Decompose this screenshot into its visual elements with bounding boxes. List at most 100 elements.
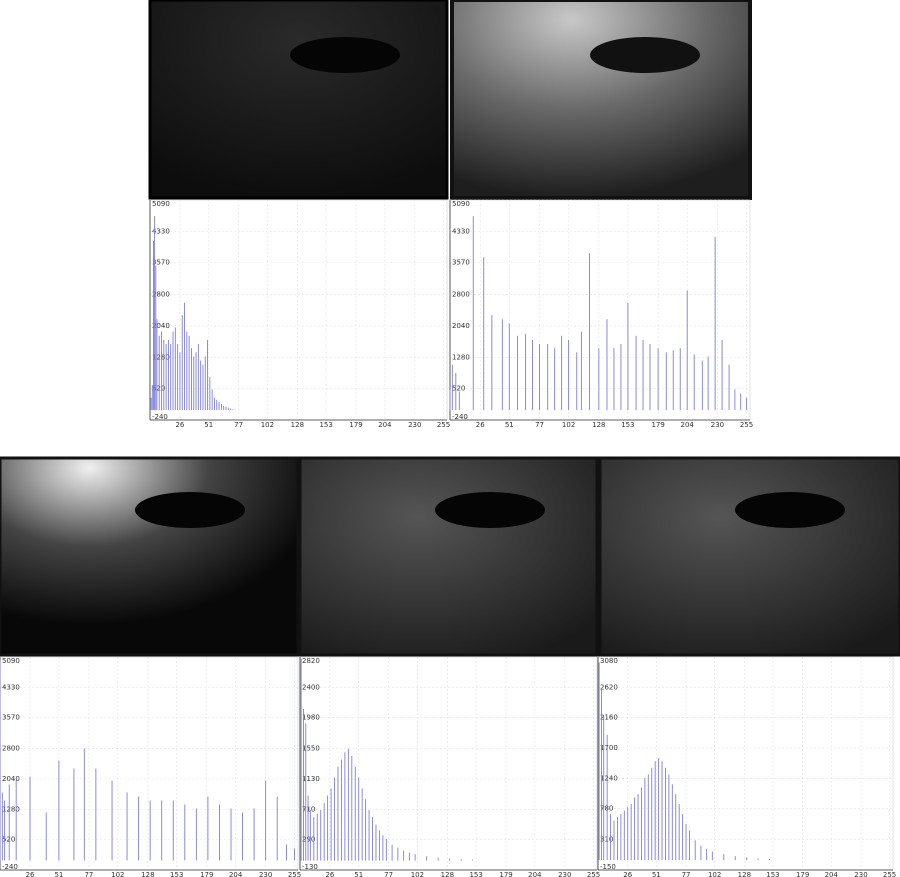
y-tick-label: 1240 <box>600 774 618 782</box>
y-tick-label: 5090 <box>2 657 20 665</box>
x-tick-label: 204 <box>378 421 392 429</box>
plot-area <box>449 199 751 421</box>
y-tick-label: 2800 <box>152 291 170 299</box>
x-tick-label: 26 <box>476 421 485 429</box>
y-tick-label: 4330 <box>452 227 470 235</box>
x-tick-label: 153 <box>621 421 634 429</box>
x-tick-label: 77 <box>535 421 544 429</box>
x-tick-label: 204 <box>681 421 695 429</box>
x-tick-label: 51 <box>54 871 63 877</box>
x-tick-label: 179 <box>200 871 213 877</box>
x-tick-label: 230 <box>558 871 571 877</box>
x-tick-label: 179 <box>349 421 362 429</box>
x-tick-label: 230 <box>711 421 724 429</box>
y-tick-label: 1550 <box>302 745 320 753</box>
y-tick-label: 1280 <box>452 353 470 361</box>
x-tick-label: 128 <box>738 871 751 877</box>
x-tick-label: 255 <box>587 871 600 877</box>
y-tick-label: -240 <box>2 863 18 871</box>
x-tick-label: 51 <box>652 871 661 877</box>
y-tick-label: 2820 <box>302 657 320 665</box>
x-tick-label: 102 <box>562 421 575 429</box>
x-tick-label: 102 <box>261 421 274 429</box>
y-tick-label: 520 <box>152 385 165 393</box>
x-tick-label: 128 <box>141 871 154 877</box>
x-tick-label: 153 <box>319 421 332 429</box>
x-tick-label: 153 <box>170 871 183 877</box>
x-tick-label: 26 <box>175 421 184 429</box>
y-tick-label: 2040 <box>152 322 170 330</box>
y-tick-label: -150 <box>600 863 616 871</box>
x-tick-label: 26 <box>325 871 334 877</box>
x-tick-label: 230 <box>854 871 867 877</box>
y-tick-label: 5090 <box>452 200 470 208</box>
x-tick-label: 179 <box>796 871 809 877</box>
photo-equalized <box>450 0 752 200</box>
photo-clahe-a <box>298 456 599 657</box>
y-tick-label: 520 <box>452 385 465 393</box>
y-tick-label: 3570 <box>2 714 20 722</box>
x-tick-label: 51 <box>354 871 363 877</box>
y-tick-label: 5090 <box>152 200 170 208</box>
x-tick-label: 179 <box>651 421 664 429</box>
plot-area <box>0 656 299 871</box>
fish-silhouettes <box>135 37 845 528</box>
y-tick-label: 2160 <box>600 714 618 722</box>
y-tick-label: 2800 <box>452 291 470 299</box>
y-tick-label: 2040 <box>452 322 470 330</box>
y-tick-label: 520 <box>2 836 15 844</box>
photo-bright <box>0 456 300 657</box>
y-tick-label: 780 <box>600 805 613 813</box>
x-tick-label: 77 <box>84 871 93 877</box>
y-tick-label: -240 <box>152 413 168 421</box>
x-tick-label: 128 <box>592 421 605 429</box>
y-tick-label: 3570 <box>152 259 170 267</box>
y-tick-label: 1980 <box>302 714 320 722</box>
plot-area <box>597 656 894 871</box>
photo-clahe-b <box>598 456 900 657</box>
y-tick-label: -240 <box>452 413 468 421</box>
y-tick-label: 3570 <box>452 259 470 267</box>
y-tick-label: 2620 <box>600 683 618 691</box>
x-tick-label: 230 <box>408 421 421 429</box>
y-tick-label: 4330 <box>2 683 20 691</box>
x-tick-label: 102 <box>708 871 721 877</box>
x-tick-label: 255 <box>288 871 301 877</box>
x-tick-label: 204 <box>528 871 542 877</box>
y-tick-label: 1700 <box>600 744 618 752</box>
y-tick-label: -130 <box>302 863 318 871</box>
x-tick-label: 255 <box>883 871 896 877</box>
y-tick-label: 2400 <box>302 683 320 691</box>
plot-area <box>299 656 598 871</box>
x-tick-label: 255 <box>740 421 753 429</box>
y-tick-label: 1280 <box>2 805 20 813</box>
x-tick-label: 179 <box>499 871 512 877</box>
x-tick-label: 102 <box>111 871 124 877</box>
photo-dark <box>148 0 449 200</box>
y-tick-label: 1130 <box>302 775 320 783</box>
y-tick-label: 290 <box>302 836 315 844</box>
y-tick-label: 1280 <box>152 353 170 361</box>
y-tick-label: 310 <box>600 836 613 844</box>
plot-area <box>149 199 448 421</box>
x-tick-label: 26 <box>623 871 632 877</box>
x-tick-label: 255 <box>437 421 450 429</box>
x-tick-label: 77 <box>384 871 393 877</box>
x-tick-label: 102 <box>411 871 424 877</box>
x-tick-label: 128 <box>291 421 304 429</box>
x-tick-label: 153 <box>766 871 779 877</box>
x-tick-label: 128 <box>441 871 454 877</box>
y-tick-label: 4330 <box>152 227 170 235</box>
y-tick-label: 710 <box>302 805 315 813</box>
y-tick-label: 2800 <box>2 745 20 753</box>
x-tick-label: 77 <box>234 421 243 429</box>
x-tick-label: 51 <box>505 421 514 429</box>
x-tick-label: 204 <box>825 871 839 877</box>
x-tick-label: 51 <box>204 421 213 429</box>
x-tick-label: 230 <box>259 871 272 877</box>
x-tick-label: 26 <box>26 871 35 877</box>
x-tick-label: 153 <box>469 871 482 877</box>
y-tick-label: 3080 <box>600 657 618 665</box>
x-tick-label: 77 <box>682 871 691 877</box>
